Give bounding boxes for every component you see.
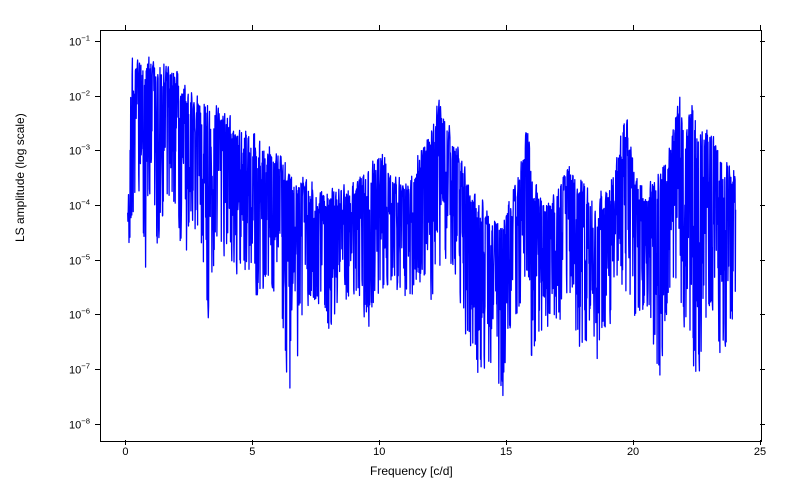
y-tick-label: 10−6 xyxy=(0,307,90,322)
x-tick xyxy=(379,25,380,30)
x-tick-label: 25 xyxy=(754,446,766,458)
y-tick xyxy=(95,205,100,206)
y-tick-label: 10−5 xyxy=(0,252,90,267)
x-tick xyxy=(760,25,761,30)
y-tick xyxy=(760,205,765,206)
x-tick xyxy=(760,440,761,445)
x-tick xyxy=(506,440,507,445)
x-tick-label: 0 xyxy=(122,446,128,458)
y-tick xyxy=(760,150,765,151)
x-tick-label: 15 xyxy=(500,446,512,458)
y-tick xyxy=(95,96,100,97)
x-tick xyxy=(379,440,380,445)
ls-periodogram-figure: 10−810−710−610−510−410−310−210−1 0510152… xyxy=(0,0,800,500)
y-tick xyxy=(95,424,100,425)
y-axis-label: LS amplitude (log scale) xyxy=(13,222,27,242)
y-tick xyxy=(760,96,765,97)
y-tick xyxy=(95,314,100,315)
y-tick-label: 10−8 xyxy=(0,416,90,431)
y-tick xyxy=(760,41,765,42)
spectrum-path xyxy=(128,57,736,395)
y-tick xyxy=(760,369,765,370)
y-tick xyxy=(760,314,765,315)
x-tick-label: 10 xyxy=(373,446,385,458)
x-tick xyxy=(125,25,126,30)
x-axis-label: Frequency [c/d] xyxy=(370,464,453,478)
x-tick xyxy=(633,440,634,445)
x-tick-label: 5 xyxy=(249,446,255,458)
plot-area xyxy=(100,30,762,442)
y-tick xyxy=(95,150,100,151)
x-tick xyxy=(252,440,253,445)
periodogram-line xyxy=(101,31,761,441)
x-tick xyxy=(252,25,253,30)
y-tick xyxy=(95,41,100,42)
x-tick xyxy=(125,440,126,445)
x-tick xyxy=(506,25,507,30)
x-tick-label: 20 xyxy=(627,446,639,458)
y-tick xyxy=(760,424,765,425)
y-tick xyxy=(760,260,765,261)
y-tick-label: 10−2 xyxy=(0,88,90,103)
y-tick xyxy=(95,369,100,370)
y-tick-label: 10−7 xyxy=(0,362,90,377)
x-tick xyxy=(633,25,634,30)
y-tick-label: 10−1 xyxy=(0,34,90,49)
y-tick xyxy=(95,260,100,261)
